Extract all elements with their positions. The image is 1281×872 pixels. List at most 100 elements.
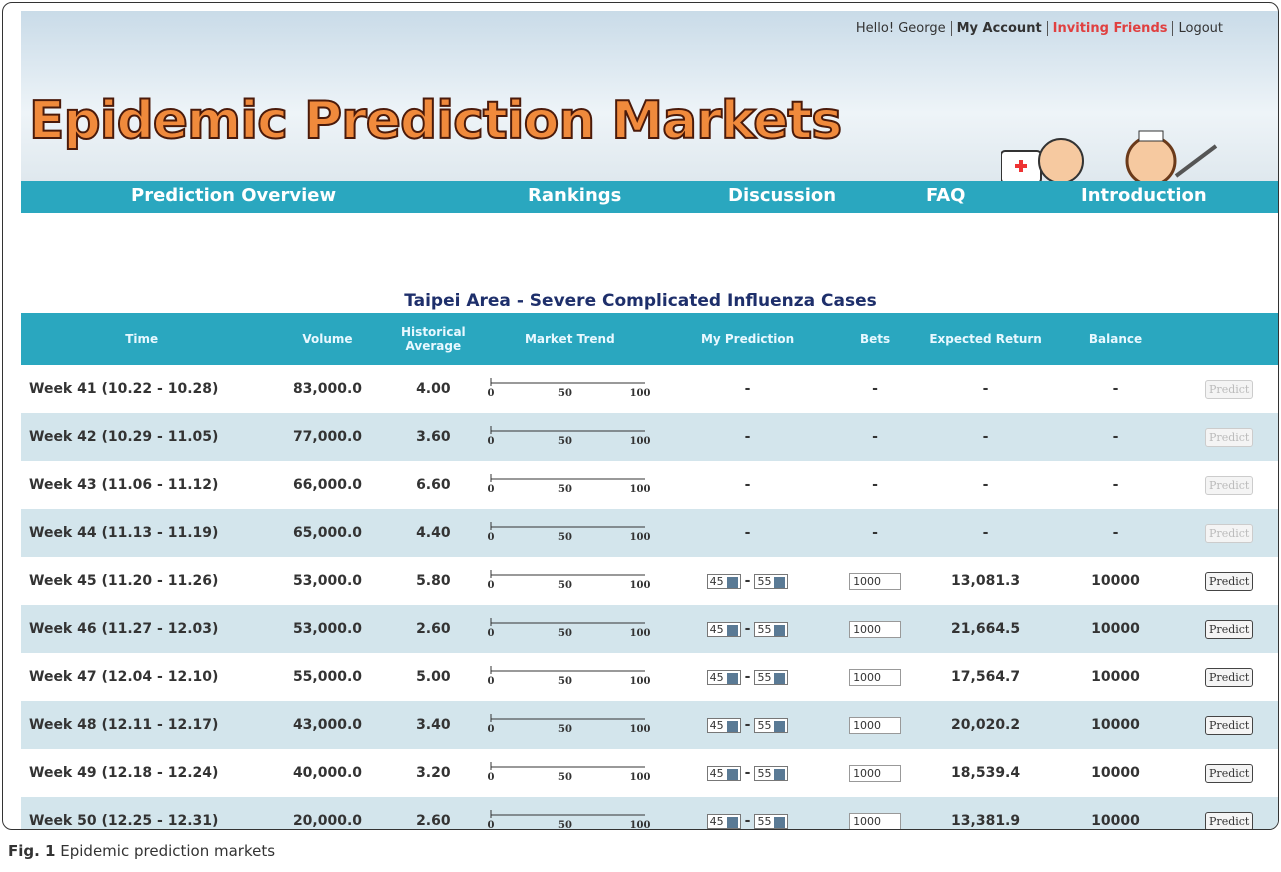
average-cell: 2.60 bbox=[393, 605, 475, 653]
low-value: 45 bbox=[710, 815, 724, 828]
bets-input[interactable]: 1000 bbox=[849, 717, 901, 734]
prediction-text: - bbox=[745, 381, 751, 397]
caption-label: Fig. 1 bbox=[8, 842, 55, 860]
average-cell: 5.80 bbox=[393, 557, 475, 605]
expected-cell: - bbox=[921, 509, 1051, 557]
volume-cell: 43,000.0 bbox=[262, 701, 392, 749]
low-select[interactable]: 45 bbox=[707, 622, 741, 637]
volume-cell: 20,000.0 bbox=[262, 797, 392, 830]
logout-link[interactable]: Logout bbox=[1172, 21, 1228, 36]
nav-link[interactable]: Discussion bbox=[728, 185, 836, 206]
expected-cell: 13,081.3 bbox=[921, 557, 1051, 605]
trend-cell: 050100 bbox=[474, 365, 665, 413]
slider-label: 100 bbox=[629, 820, 650, 830]
average-cell: 3.40 bbox=[393, 701, 475, 749]
expected-cell: - bbox=[921, 365, 1051, 413]
dropdown-arrow bbox=[774, 673, 785, 684]
bets-cell: 1000 bbox=[830, 797, 921, 830]
time-cell: Week 42 (10.29 - 11.05) bbox=[21, 413, 262, 461]
high-select[interactable]: 55 bbox=[754, 574, 788, 589]
table-row: Week 45 (11.20 - 11.26)53,000.05.8005010… bbox=[21, 557, 1278, 605]
action-cell: Predict bbox=[1180, 701, 1278, 749]
time-cell: Week 44 (11.13 - 11.19) bbox=[21, 509, 262, 557]
action-cell: Predict bbox=[1180, 605, 1278, 653]
low-select[interactable]: 45 bbox=[707, 670, 741, 685]
slider-label: 0 bbox=[487, 628, 494, 639]
slider-label: 100 bbox=[629, 724, 650, 735]
range-separator: - bbox=[741, 717, 755, 733]
slider-label: 50 bbox=[558, 532, 572, 543]
average-cell: 4.40 bbox=[393, 509, 475, 557]
nav-link[interactable]: Rankings bbox=[528, 185, 621, 206]
slider-label: 0 bbox=[487, 820, 494, 830]
action-cell: Predict bbox=[1180, 365, 1278, 413]
slider-label: 50 bbox=[558, 724, 572, 735]
expected-cell: 18,539.4 bbox=[921, 749, 1051, 797]
bets-text: - bbox=[872, 381, 878, 397]
trend-cell: 050100 bbox=[474, 461, 665, 509]
prediction-text: - bbox=[745, 525, 751, 541]
dropdown-arrow bbox=[774, 625, 785, 636]
volume-cell: 66,000.0 bbox=[262, 461, 392, 509]
predict-button[interactable]: Predict bbox=[1205, 620, 1253, 639]
prediction-cell: 45-55 bbox=[666, 605, 830, 653]
high-select[interactable]: 55 bbox=[754, 718, 788, 733]
action-cell: Predict bbox=[1180, 749, 1278, 797]
header-row: TimeVolumeHistorical AverageMarket Trend… bbox=[21, 313, 1278, 365]
bets-input[interactable]: 1000 bbox=[849, 621, 901, 638]
account-link[interactable]: My Account bbox=[951, 21, 1047, 36]
low-value: 45 bbox=[710, 623, 724, 636]
action-cell: Predict bbox=[1180, 797, 1278, 830]
low-select[interactable]: 45 bbox=[707, 814, 741, 829]
predict-button[interactable]: Predict bbox=[1205, 668, 1253, 687]
bets-input[interactable]: 1000 bbox=[849, 765, 901, 782]
balance-cell: 10000 bbox=[1051, 653, 1181, 701]
predict-button: Predict bbox=[1205, 380, 1253, 399]
predict-button[interactable]: Predict bbox=[1205, 572, 1253, 591]
dropdown-arrow bbox=[727, 577, 738, 588]
volume-cell: 40,000.0 bbox=[262, 749, 392, 797]
nav-link[interactable]: FAQ bbox=[926, 185, 965, 206]
predict-button[interactable]: Predict bbox=[1205, 812, 1253, 831]
volume-cell: 55,000.0 bbox=[262, 653, 392, 701]
slider-label: 50 bbox=[558, 772, 572, 783]
low-value: 45 bbox=[710, 719, 724, 732]
trend-slider: 050100 bbox=[485, 518, 655, 544]
slider-label: 50 bbox=[558, 436, 572, 447]
expected-cell: 21,664.5 bbox=[921, 605, 1051, 653]
high-select[interactable]: 55 bbox=[754, 622, 788, 637]
trend-slider: 050100 bbox=[485, 566, 655, 592]
nav-link[interactable]: Introduction bbox=[1081, 185, 1207, 206]
bets-input[interactable]: 1000 bbox=[849, 573, 901, 590]
action-cell: Predict bbox=[1180, 461, 1278, 509]
nav-link[interactable]: Prediction Overview bbox=[131, 185, 336, 206]
high-select[interactable]: 55 bbox=[754, 814, 788, 829]
predict-button[interactable]: Predict bbox=[1205, 716, 1253, 735]
slider-label: 100 bbox=[629, 388, 650, 399]
low-select[interactable]: 45 bbox=[707, 766, 741, 781]
time-cell: Week 48 (12.11 - 12.17) bbox=[21, 701, 262, 749]
low-select[interactable]: 45 bbox=[707, 718, 741, 733]
low-select[interactable]: 45 bbox=[707, 574, 741, 589]
high-select[interactable]: 55 bbox=[754, 670, 788, 685]
prediction-cell: 45 -55 bbox=[666, 701, 830, 749]
predict-button[interactable]: Predict bbox=[1205, 764, 1253, 783]
bets-input[interactable]: 1000 bbox=[849, 813, 901, 830]
bets-input[interactable]: 1000 bbox=[849, 669, 901, 686]
high-value: 55 bbox=[757, 767, 771, 780]
prediction-cell: 45-55 bbox=[666, 653, 830, 701]
bets-cell: - bbox=[830, 365, 921, 413]
nav-bar: Prediction Overview Rankings Discussion FAQ… bbox=[21, 181, 1278, 213]
invite-link[interactable]: Inviting Friends bbox=[1047, 21, 1173, 36]
dropdown-arrow bbox=[727, 769, 738, 780]
high-select[interactable]: 55 bbox=[754, 766, 788, 781]
balance-cell: 10000 bbox=[1051, 701, 1181, 749]
high-value: 55 bbox=[757, 671, 771, 684]
